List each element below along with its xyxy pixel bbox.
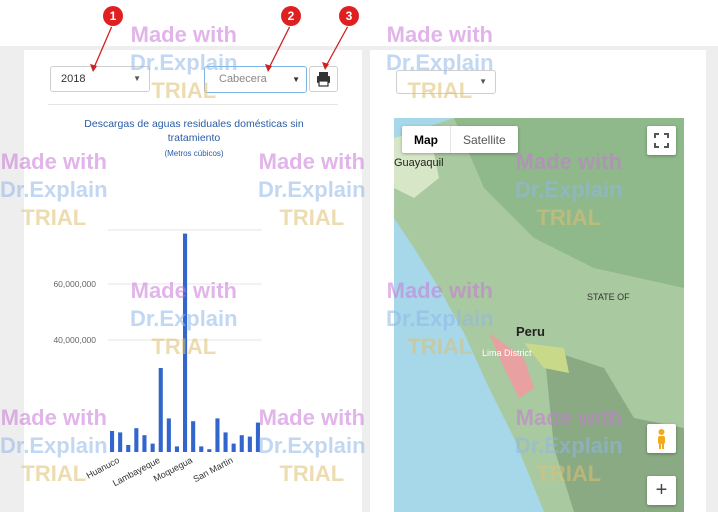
bar[interactable] [223, 432, 228, 452]
year-select-value: 2018 [61, 73, 86, 85]
chart-subtitle: (Metros cúbicos) [164, 149, 224, 158]
map-type-map[interactable]: Map [402, 126, 451, 153]
bar[interactable] [207, 449, 212, 452]
map-label-district: Lima District [482, 348, 532, 358]
bar[interactable] [126, 445, 131, 452]
bar[interactable] [191, 421, 196, 452]
zoom-in-button[interactable]: + [647, 476, 676, 505]
bar[interactable] [174, 446, 179, 452]
pegman-button[interactable] [647, 424, 676, 453]
callout-1: 1 [103, 6, 123, 26]
bar[interactable] [199, 446, 204, 452]
bar[interactable] [150, 443, 155, 452]
fullscreen-button[interactable] [647, 126, 676, 155]
chevron-down-icon: ▼ [133, 74, 141, 83]
bar[interactable] [239, 435, 244, 452]
map-view[interactable]: Guayaquil Peru STATE OF Lima District [394, 118, 684, 512]
chevron-down-icon: ▼ [292, 75, 300, 84]
map-label-peru: Peru [516, 324, 545, 339]
callout-2: 2 [281, 6, 301, 26]
map-type-control: Map Satellite [402, 126, 518, 153]
bar[interactable] [142, 435, 147, 452]
map-label-state: STATE OF [587, 292, 630, 302]
bar[interactable] [247, 436, 252, 452]
bar[interactable] [158, 368, 163, 452]
pegman-icon [658, 429, 665, 449]
callout-3: 3 [339, 6, 359, 26]
year-select[interactable]: 2018 ▼ [50, 66, 150, 92]
y-tick-label: 40,000,000 [53, 335, 96, 345]
print-button[interactable] [309, 66, 338, 92]
bar[interactable] [255, 422, 260, 452]
y-tick-label: 60,000,000 [53, 279, 96, 289]
divider [48, 104, 338, 105]
print-icon [317, 72, 330, 87]
chart-title: Descargas de aguas residuales domésticas… [84, 118, 304, 144]
bar[interactable] [134, 428, 139, 452]
bar[interactable] [183, 233, 188, 452]
map-label-guayaquil: Guayaquil [394, 157, 444, 169]
map-type-satellite[interactable]: Satellite [463, 133, 506, 147]
map-shapes: Guayaquil Peru STATE OF Lima District [394, 118, 684, 512]
bar[interactable] [118, 432, 123, 452]
bar[interactable] [110, 431, 115, 452]
chevron-down-icon: ▼ [479, 77, 487, 86]
fullscreen-icon [654, 133, 669, 148]
province-select[interactable]: Cabecera ▼ [204, 66, 307, 93]
x-tick-label: San Martin [191, 455, 234, 484]
bar[interactable] [166, 418, 171, 452]
bar-chart: 60,000,00040,000,000HuanucoLambayequeMoq… [53, 229, 262, 488]
bar[interactable] [231, 443, 236, 452]
bar[interactable] [215, 418, 220, 452]
map-filter-select[interactable]: ▼ [396, 70, 496, 94]
province-select-value: Cabecera [219, 73, 267, 85]
